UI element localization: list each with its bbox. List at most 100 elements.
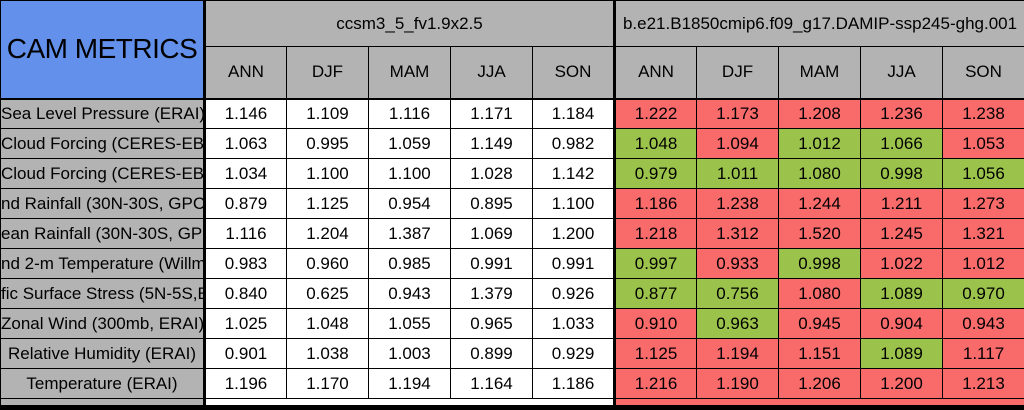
baseline-value-cell: 1.063	[203, 128, 287, 159]
season-header-jja: JJA	[450, 46, 533, 100]
test-value-cell: 1.151	[778, 338, 862, 369]
season-header-mam: MAM	[368, 46, 451, 100]
test-value-cell: 1.208	[778, 98, 862, 129]
test-value-cell: 1.238	[942, 98, 1024, 129]
baseline-value-cell: 1.055	[368, 308, 451, 339]
row-label: Cloud Forcing (CERES-EB	[0, 158, 205, 189]
baseline-value-cell: 1.100	[286, 158, 369, 189]
baseline-value-cell: 1.379	[450, 278, 533, 309]
season-header-djf: DJF	[286, 46, 369, 100]
test-value-cell: 1.066	[860, 128, 944, 159]
row-label: Temperature (ERAI)	[0, 368, 205, 399]
table-row: Sea Level Pressure (ERAI) 1.146 1.109 1.116…	[0, 98, 1024, 129]
test-value-cell: 0.963	[696, 308, 780, 339]
baseline-value-cell: 1.100	[368, 158, 451, 189]
baseline-value-cell: 1.025	[203, 308, 287, 339]
table-row: nd Rainfall (30N-30S, GPC 0.879 1.125 0.954…	[0, 188, 1024, 219]
table-row: Cloud Forcing (CERES-EB 1.063 0.995 1.059 1.…	[0, 128, 1024, 159]
test-value-cell: 1.117	[942, 338, 1024, 369]
test-value-cell: 0.998	[860, 158, 944, 189]
baseline-value-cell: 0.991	[450, 248, 533, 279]
sliver-label-cell	[0, 398, 205, 407]
test-value-cell: 1.080	[778, 278, 862, 309]
baseline-value-cell: 1.048	[286, 308, 369, 339]
test-value-cell: 0.904	[860, 308, 944, 339]
test-value-cell: 1.012	[778, 128, 862, 159]
season-header-son: SON	[531, 46, 616, 100]
season-header-row: ANN DJF MAM JJA SON ANN DJF MAM JJA SON	[1, 46, 1024, 100]
baseline-value-cell: 1.028	[450, 158, 533, 189]
test-value-cell: 1.244	[778, 188, 862, 219]
baseline-value-cell: 1.109	[286, 98, 369, 129]
test-value-cell: 1.222	[613, 98, 698, 129]
test-value-cell: 0.997	[613, 248, 698, 279]
baseline-value-cell: 1.059	[368, 128, 451, 159]
baseline-value-cell: 1.116	[368, 98, 451, 129]
baseline-value-cell: 1.184	[531, 98, 616, 129]
test-value-cell: 1.094	[696, 128, 780, 159]
baseline-value-cell: 1.142	[531, 158, 616, 189]
test-value-cell: 0.970	[942, 278, 1024, 309]
test-value-cell: 1.125	[613, 338, 698, 369]
test-value-cell: 1.190	[696, 368, 780, 399]
table-row: fic Surface Stress (5N-5S,E 0.840 0.625 0.9…	[0, 278, 1024, 309]
row-label: Cloud Forcing (CERES-EB	[0, 128, 205, 159]
next-row-sliver	[0, 398, 1024, 407]
baseline-value-cell: 0.995	[286, 128, 369, 159]
baseline-value-cell: 1.196	[203, 368, 287, 399]
baseline-value-cell: 1.033	[531, 308, 616, 339]
test-value-cell: 1.218	[613, 218, 698, 249]
baseline-value-cell: 0.991	[531, 248, 616, 279]
table-row: ean Rainfall (30N-30S, GPC 1.116 1.204 1.38…	[0, 218, 1024, 249]
baseline-value-cell: 1.387	[368, 218, 451, 249]
test-value-cell: 0.998	[778, 248, 862, 279]
baseline-value-cell: 1.069	[450, 218, 533, 249]
season-header-ann: ANN	[203, 46, 287, 100]
season-header-jja: JJA	[860, 46, 944, 100]
row-label: fic Surface Stress (5N-5S,E	[0, 278, 205, 309]
baseline-value-cell: 1.003	[368, 338, 451, 369]
table-row: Temperature (ERAI) 1.196 1.170 1.194 1.164 1.…	[0, 368, 1024, 399]
baseline-value-cell: 1.164	[450, 368, 533, 399]
test-value-cell: 1.011	[696, 158, 780, 189]
baseline-value-cell: 0.960	[286, 248, 369, 279]
table-row: Cloud Forcing (CERES-EB 1.034 1.100 1.100 1.…	[0, 158, 1024, 189]
baseline-value-cell: 1.146	[203, 98, 287, 129]
sliver-baseline-cells	[202, 398, 616, 407]
row-label: Zonal Wind (300mb, ERAI)	[0, 308, 205, 339]
baseline-value-cell: 1.149	[450, 128, 533, 159]
test-value-cell: 1.200	[860, 368, 944, 399]
group-header-row: CAM METRICS ccsm3_5_fv1.9x2.5 b.e21.B185…	[0, 0, 1024, 100]
test-value-cell: 1.022	[860, 248, 944, 279]
test-value-cell: 0.945	[778, 308, 862, 339]
test-value-cell: 1.206	[778, 368, 862, 399]
baseline-value-cell: 0.895	[450, 188, 533, 219]
row-label: Relative Humidity (ERAI)	[0, 338, 205, 369]
baseline-value-cell: 1.171	[450, 98, 533, 129]
row-label: ean Rainfall (30N-30S, GPC	[0, 218, 205, 249]
baseline-value-cell: 1.170	[286, 368, 369, 399]
baseline-value-cell: 0.943	[368, 278, 451, 309]
season-header-son: SON	[942, 46, 1024, 100]
group-header-baseline-run: ccsm3_5_fv1.9x2.5	[203, 0, 616, 47]
baseline-value-cell: 0.965	[450, 308, 533, 339]
test-value-cell: 1.194	[696, 338, 780, 369]
baseline-value-cell: 1.038	[286, 338, 369, 369]
baseline-value-cell: 1.116	[203, 218, 287, 249]
test-value-cell: 1.048	[613, 128, 698, 159]
group-header-test-run: b.e21.B1850cmip6.f09_g17.DAMIP-ssp245-gh…	[613, 0, 1024, 47]
test-value-cell: 1.211	[860, 188, 944, 219]
test-value-cell: 0.877	[613, 278, 698, 309]
baseline-value-cell: 0.901	[203, 338, 287, 369]
season-header-djf: DJF	[696, 46, 780, 100]
baseline-value-cell: 0.985	[368, 248, 451, 279]
table-row: Zonal Wind (300mb, ERAI) 1.025 1.048 1.055 0…	[0, 308, 1024, 339]
test-value-cell: 1.312	[696, 218, 780, 249]
test-value-cell: 0.943	[942, 308, 1024, 339]
row-label: Sea Level Pressure (ERAI)	[0, 98, 205, 129]
row-label: nd Rainfall (30N-30S, GPC	[0, 188, 205, 219]
test-value-cell: 1.236	[860, 98, 944, 129]
baseline-value-cell: 0.926	[531, 278, 616, 309]
baseline-value-cell: 1.125	[286, 188, 369, 219]
